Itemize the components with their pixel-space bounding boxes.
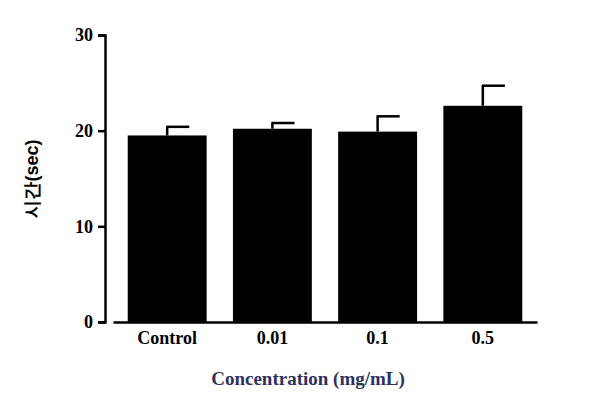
x-tick: 0.1 bbox=[366, 322, 389, 348]
y-axis-title: 시간(sec) bbox=[22, 139, 42, 217]
y-tick-label: 20 bbox=[75, 121, 93, 141]
x-tick-label: 0.5 bbox=[472, 328, 495, 348]
bar bbox=[233, 129, 312, 322]
error-bar bbox=[482, 86, 505, 106]
x-tick: 0.01 bbox=[257, 322, 289, 348]
y-tick-mark bbox=[98, 226, 105, 229]
y-tick-mark bbox=[98, 34, 105, 37]
error-bar bbox=[271, 123, 294, 129]
error-bar-cap bbox=[271, 122, 294, 125]
y-axis-line bbox=[98, 36, 106, 323]
y-tick-label: 0 bbox=[84, 312, 93, 332]
x-axis: Control 0.01 0.1 0.5 bbox=[114, 322, 538, 348]
bar bbox=[443, 106, 522, 322]
y-axis: 0 10 20 30 bbox=[75, 25, 106, 332]
y-tick-mark bbox=[98, 321, 105, 324]
plot-area: 0 10 20 30 Control 0.01 0.1 0.5 bbox=[75, 25, 538, 348]
y-tick: 10 bbox=[75, 217, 105, 237]
chart: 0 10 20 30 Control 0.01 0.1 0.5 시간(sec) Concentra… bbox=[0, 0, 589, 405]
error-bar-cap bbox=[166, 126, 189, 129]
y-tick-mark bbox=[98, 130, 105, 133]
y-tick-label: 30 bbox=[75, 25, 93, 45]
bar bbox=[338, 132, 417, 322]
y-tick-label: 10 bbox=[75, 217, 93, 237]
x-tick-label: 0.01 bbox=[257, 328, 289, 348]
error-bar-cap bbox=[377, 115, 400, 118]
y-tick: 20 bbox=[75, 121, 105, 141]
y-tick: 30 bbox=[75, 25, 105, 45]
marks bbox=[128, 86, 523, 322]
error-bar bbox=[377, 116, 400, 131]
x-tick: 0.5 bbox=[472, 322, 495, 348]
y-tick: 0 bbox=[84, 312, 105, 332]
x-tick-label: 0.1 bbox=[366, 328, 389, 348]
error-bar bbox=[166, 127, 189, 136]
x-tick-label: Control bbox=[137, 328, 197, 348]
bar bbox=[128, 135, 207, 322]
x-axis-title: Concentration (mg/mL) bbox=[211, 368, 405, 390]
error-bar-stem bbox=[166, 127, 169, 136]
x-tick: Control bbox=[137, 322, 197, 348]
error-bar-cap bbox=[482, 84, 505, 87]
error-bar-stem bbox=[482, 86, 485, 106]
error-bar-stem bbox=[376, 116, 379, 131]
